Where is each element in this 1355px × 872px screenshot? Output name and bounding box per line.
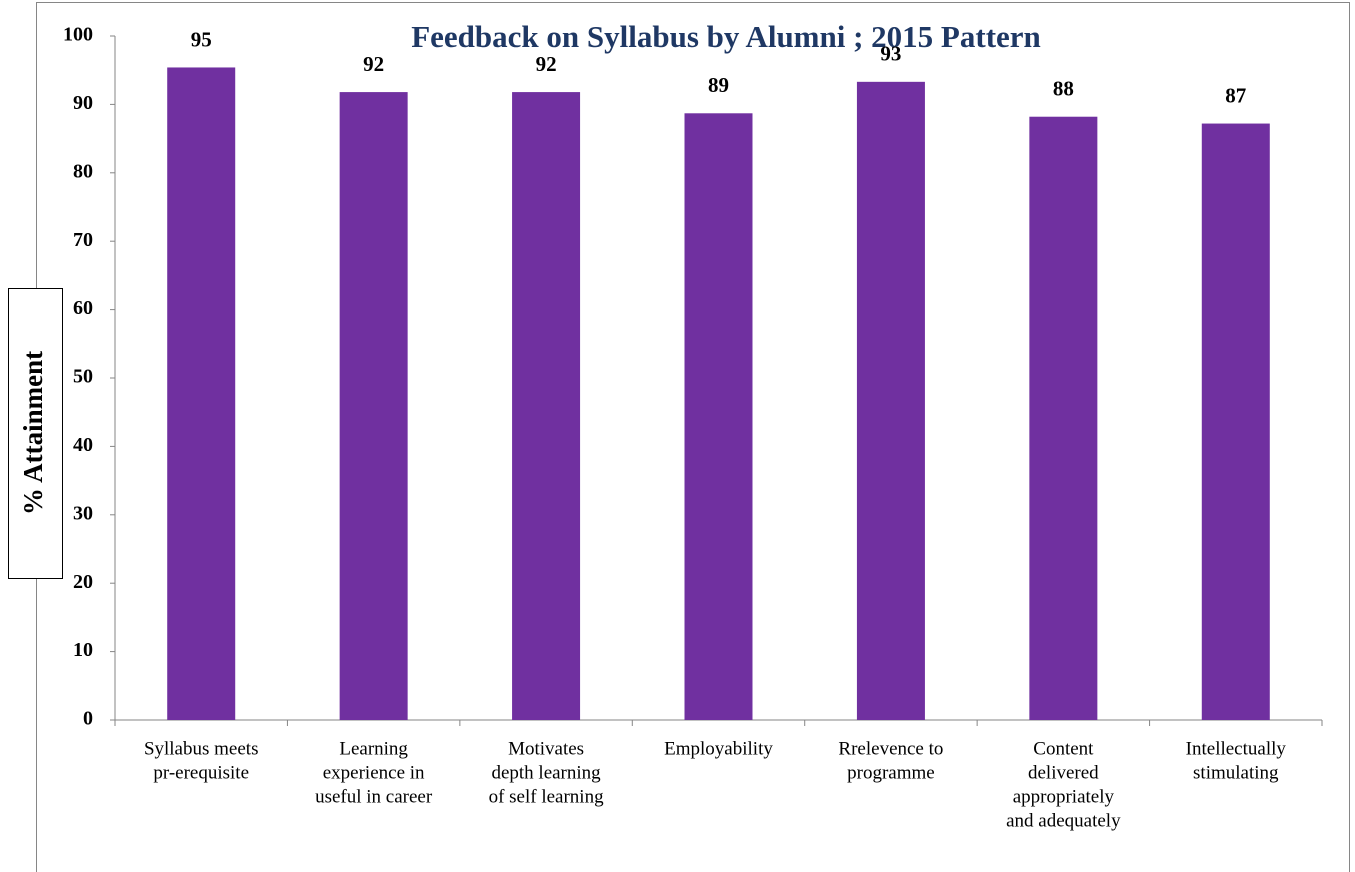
value-label: 89 — [708, 73, 729, 97]
x-tick-label: Content — [1033, 738, 1094, 759]
x-tick-label: programme — [847, 762, 935, 783]
y-label-box — [8, 288, 63, 579]
x-tick-label: Intellectually — [1186, 738, 1287, 759]
y-tick-label: 0 — [83, 708, 93, 730]
bar — [167, 67, 236, 721]
y-tick-label: 90 — [73, 92, 93, 114]
x-tick-label: depth learning — [491, 762, 601, 783]
bar — [339, 92, 408, 720]
value-label: 92 — [536, 52, 557, 76]
x-tick-label: Motivates — [508, 738, 584, 759]
x-tick-label: useful in career — [315, 786, 433, 807]
y-tick-label: 50 — [73, 366, 93, 388]
y-axis-label: % Attainment — [18, 351, 48, 515]
chart-title: Feedback on Syllabus by Alumni ; 2015 Pa… — [411, 19, 1041, 54]
bar — [684, 113, 753, 721]
bar — [512, 92, 581, 720]
y-tick-label: 20 — [73, 571, 93, 593]
x-tick-label: and adequately — [1006, 810, 1121, 831]
value-label: 93 — [880, 42, 901, 66]
y-tick-label: 30 — [73, 502, 93, 524]
y-tick-label: 10 — [73, 639, 93, 661]
x-tick-label: appropriately — [1013, 786, 1115, 807]
x-tick-label: Rrelevence to — [838, 738, 943, 759]
y-tick-label: 40 — [73, 434, 93, 456]
bar — [1201, 123, 1270, 720]
x-tick-label: stimulating — [1193, 762, 1279, 783]
y-tick-label: 80 — [73, 160, 93, 182]
x-tick-label: Syllabus meets — [144, 738, 259, 759]
value-label: 88 — [1053, 77, 1074, 101]
value-label: 95 — [191, 27, 212, 51]
value-label: 92 — [363, 52, 384, 76]
x-tick-label: Learning — [339, 738, 408, 759]
y-tick-label: 60 — [73, 297, 93, 319]
x-tick-label: Employability — [664, 738, 773, 759]
x-tick-label: of self learning — [489, 786, 605, 807]
y-tick-label: 100 — [63, 24, 93, 46]
y-tick-label: 70 — [73, 229, 93, 251]
x-tick-label: pr-erequisite — [153, 762, 249, 783]
bar — [856, 81, 925, 720]
bar — [1029, 116, 1098, 721]
x-tick-label: experience in — [323, 762, 425, 783]
x-tick-label: delivered — [1028, 762, 1099, 783]
value-label: 87 — [1225, 83, 1246, 107]
